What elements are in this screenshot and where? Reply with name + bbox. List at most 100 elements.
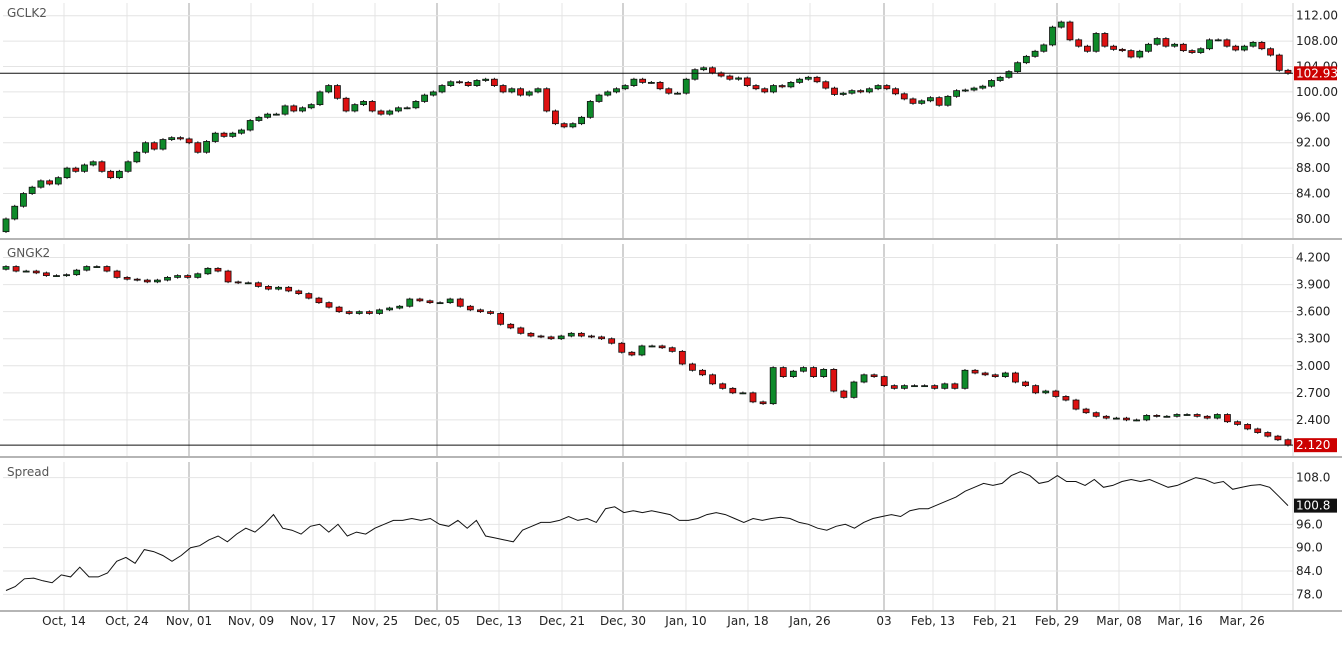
- candle[interactable]: [761, 88, 769, 93]
- candle[interactable]: [1062, 396, 1070, 401]
- candle[interactable]: [1092, 412, 1100, 417]
- candle[interactable]: [107, 170, 115, 179]
- candle[interactable]: [865, 88, 873, 93]
- candle[interactable]: [1049, 26, 1056, 46]
- candle[interactable]: [1274, 435, 1282, 441]
- candle[interactable]: [73, 269, 81, 276]
- candle[interactable]: [769, 367, 777, 405]
- candle[interactable]: [72, 167, 80, 172]
- candle[interactable]: [665, 88, 673, 94]
- candle[interactable]: [220, 132, 228, 137]
- candle[interactable]: [1001, 372, 1009, 378]
- candle[interactable]: [342, 97, 350, 112]
- candle[interactable]: [1118, 48, 1126, 52]
- candle[interactable]: [42, 272, 50, 276]
- candle[interactable]: [678, 350, 686, 365]
- candle[interactable]: [194, 142, 202, 153]
- candle[interactable]: [830, 368, 838, 392]
- candle[interactable]: [403, 107, 411, 110]
- candle[interactable]: [668, 347, 676, 352]
- candle[interactable]: [477, 309, 484, 313]
- candle[interactable]: [618, 342, 626, 353]
- candle[interactable]: [1163, 415, 1171, 418]
- candle[interactable]: [376, 309, 383, 314]
- candle[interactable]: [386, 307, 393, 311]
- candle[interactable]: [953, 90, 960, 97]
- candle[interactable]: [639, 78, 647, 83]
- candle[interactable]: [979, 85, 987, 89]
- candle[interactable]: [1258, 41, 1266, 50]
- candle[interactable]: [1284, 439, 1292, 446]
- candle[interactable]: [265, 285, 272, 290]
- candle[interactable]: [37, 180, 45, 188]
- candle[interactable]: [1031, 50, 1039, 57]
- candle[interactable]: [1022, 55, 1030, 64]
- candle[interactable]: [487, 311, 494, 314]
- candle[interactable]: [1112, 417, 1120, 420]
- candle[interactable]: [177, 137, 184, 140]
- candle[interactable]: [840, 390, 848, 398]
- candle[interactable]: [789, 370, 797, 378]
- candle[interactable]: [497, 313, 505, 325]
- candle[interactable]: [557, 335, 565, 340]
- candle[interactable]: [1264, 432, 1272, 437]
- candle[interactable]: [944, 95, 952, 106]
- candle[interactable]: [988, 80, 995, 87]
- candle[interactable]: [1254, 428, 1262, 433]
- candle[interactable]: [1197, 48, 1205, 53]
- candle[interactable]: [429, 91, 437, 96]
- candle[interactable]: [578, 116, 585, 125]
- candle[interactable]: [927, 97, 934, 102]
- candle[interactable]: [150, 142, 158, 150]
- candle[interactable]: [729, 387, 737, 394]
- candle[interactable]: [1213, 414, 1221, 419]
- candle[interactable]: [658, 345, 666, 349]
- candle[interactable]: [699, 369, 706, 376]
- candle[interactable]: [456, 298, 464, 307]
- candle[interactable]: [860, 374, 868, 383]
- candle[interactable]: [290, 105, 298, 112]
- candle[interactable]: [1084, 45, 1091, 52]
- candle[interactable]: [588, 335, 595, 338]
- candle[interactable]: [778, 85, 786, 88]
- candle[interactable]: [360, 101, 367, 106]
- candle[interactable]: [466, 305, 474, 311]
- candle[interactable]: [739, 392, 747, 395]
- candle[interactable]: [103, 266, 111, 272]
- candle[interactable]: [345, 311, 353, 314]
- candle[interactable]: [63, 274, 70, 277]
- candle[interactable]: [1040, 44, 1048, 52]
- candle[interactable]: [709, 67, 716, 74]
- candle[interactable]: [229, 132, 237, 137]
- candle[interactable]: [174, 275, 182, 278]
- candle[interactable]: [143, 279, 151, 283]
- candle[interactable]: [996, 76, 1004, 81]
- candle[interactable]: [1032, 385, 1040, 394]
- candle[interactable]: [124, 161, 132, 172]
- candle[interactable]: [63, 167, 71, 179]
- candle[interactable]: [416, 298, 424, 302]
- candle[interactable]: [368, 101, 376, 112]
- candle[interactable]: [586, 101, 594, 118]
- candle[interactable]: [689, 363, 696, 371]
- candle[interactable]: [770, 85, 777, 93]
- candle[interactable]: [935, 97, 943, 106]
- candle[interactable]: [787, 81, 795, 88]
- candle[interactable]: [779, 367, 787, 378]
- candle[interactable]: [133, 151, 141, 163]
- candle[interactable]: [595, 94, 603, 102]
- candle[interactable]: [436, 302, 444, 305]
- candle[interactable]: [1267, 48, 1274, 56]
- candle[interactable]: [752, 85, 760, 90]
- candle[interactable]: [406, 298, 414, 307]
- candle[interactable]: [426, 300, 434, 304]
- candle[interactable]: [254, 282, 262, 287]
- candle[interactable]: [931, 385, 939, 389]
- candle[interactable]: [133, 278, 141, 281]
- candle[interactable]: [1232, 45, 1240, 51]
- candle[interactable]: [204, 267, 212, 275]
- candle[interactable]: [53, 275, 60, 277]
- candle[interactable]: [970, 87, 978, 91]
- candle[interactable]: [638, 345, 646, 356]
- candle[interactable]: [1162, 38, 1170, 47]
